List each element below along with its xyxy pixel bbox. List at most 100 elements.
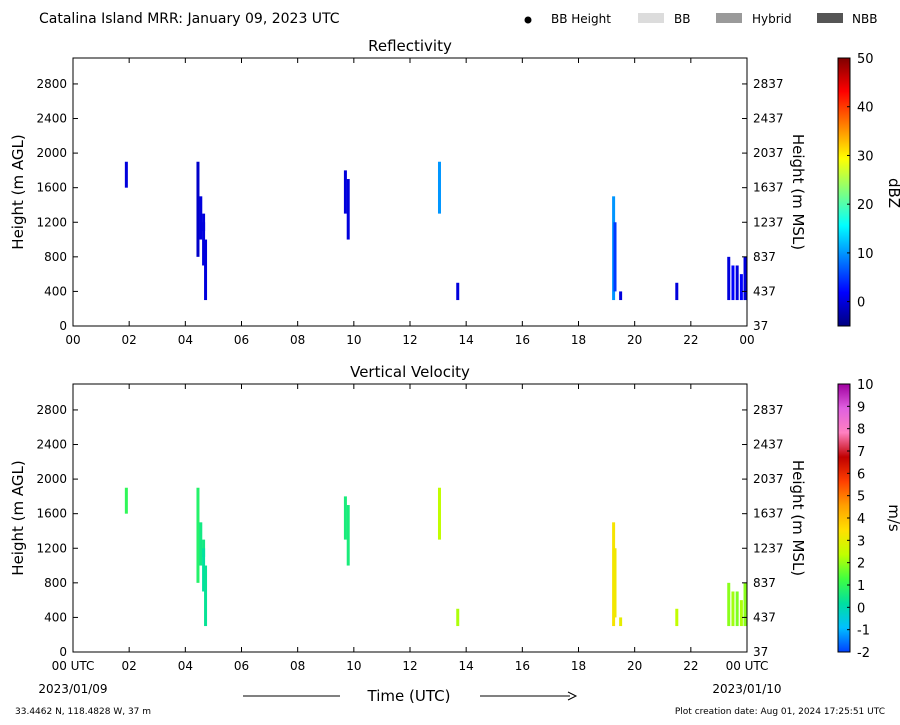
x-tick-label: 12 bbox=[402, 333, 417, 347]
x-tick-label: 22 bbox=[683, 333, 698, 347]
end-date-label: 2023/01/10 bbox=[712, 682, 781, 696]
colorbar-tick-label: 9 bbox=[857, 400, 865, 415]
x-tick-label: 12 bbox=[402, 659, 417, 673]
colorbar bbox=[837, 57, 851, 327]
colorbar-tick-label: -1 bbox=[857, 624, 870, 639]
start-date-label: 2023/01/09 bbox=[38, 682, 107, 696]
y-tick-label-left: 400 bbox=[44, 284, 67, 298]
x-tick-label: 08 bbox=[290, 333, 305, 347]
data-column-14-segment-0 bbox=[731, 591, 735, 627]
data-column-12-segment-0 bbox=[675, 608, 679, 627]
y-tick-label-right: 2437 bbox=[753, 438, 784, 452]
y-tick-label-right: 1637 bbox=[753, 507, 784, 521]
data-column-13-segment-0 bbox=[727, 256, 731, 301]
type-legend: BB Height BB Hybrid NBB bbox=[524, 12, 877, 26]
data-column-4-segment-0 bbox=[204, 239, 208, 301]
data-column-17-segment-0 bbox=[743, 582, 747, 627]
colorbar-tick-label: 40 bbox=[857, 101, 874, 116]
data-column-16-segment-0 bbox=[739, 274, 743, 301]
x-tick-label: 06 bbox=[234, 659, 249, 673]
y-tick-label-left: 1200 bbox=[36, 541, 67, 555]
data-column-10-segment-0 bbox=[613, 548, 617, 618]
legend-label: Hybrid bbox=[752, 12, 792, 26]
x-tick-label: 18 bbox=[571, 333, 586, 347]
y-axis-label-right: Height (m MSL) bbox=[789, 134, 807, 250]
colorbar-tick-label: 7 bbox=[857, 445, 865, 460]
y-tick-label-right: 2037 bbox=[753, 146, 784, 160]
time-axis-footer: 2023/01/09 2023/01/10 Time (UTC) bbox=[38, 682, 781, 705]
y-tick-label-left: 800 bbox=[44, 576, 67, 590]
x-tick-label: 10 bbox=[346, 333, 361, 347]
data-column-12-segment-0 bbox=[675, 282, 679, 301]
legend-swatch bbox=[716, 13, 742, 23]
colorbar-label: m/s bbox=[885, 504, 900, 532]
x-tick-label: 00 UTC bbox=[726, 659, 769, 673]
y-tick-label-right: 437 bbox=[753, 284, 776, 298]
creation-date-text: Plot creation date: Aug 01, 2024 17:25:5… bbox=[675, 707, 885, 717]
x-tick-label: 18 bbox=[571, 659, 586, 673]
data-column-5-segment-0 bbox=[343, 170, 347, 214]
y-tick-label-right: 837 bbox=[753, 576, 776, 590]
data-column-4-segment-0 bbox=[204, 565, 208, 627]
x-tick-label: 22 bbox=[683, 659, 698, 673]
y-tick-label-right: 1237 bbox=[753, 541, 784, 555]
time-arrow-head bbox=[567, 691, 578, 701]
colorbar-tick-label: 30 bbox=[857, 149, 874, 164]
colorbar-tick-label: 0 bbox=[857, 601, 865, 616]
y-tick-label-right: 37 bbox=[753, 645, 768, 659]
plot-area bbox=[73, 58, 747, 326]
data-column-13-segment-0 bbox=[727, 582, 731, 627]
x-tick-label: 16 bbox=[515, 659, 530, 673]
location-text: 33.4462 N, 118.4828 W, 37 m bbox=[15, 707, 151, 717]
data-column-15-segment-0 bbox=[735, 591, 739, 627]
y-tick-label-left: 2800 bbox=[36, 403, 67, 417]
y-tick-label-left: 1600 bbox=[36, 507, 67, 521]
x-tick-label: 00 bbox=[739, 333, 754, 347]
y-tick-label-right: 1237 bbox=[753, 215, 784, 229]
data-column-7-segment-0 bbox=[437, 161, 441, 214]
colorbar-tick-label: 6 bbox=[857, 467, 865, 482]
x-tick-label: 02 bbox=[122, 333, 137, 347]
data-column-8-segment-0 bbox=[456, 282, 460, 301]
legend-label: BB bbox=[674, 12, 690, 26]
legend-label: BB Height bbox=[551, 12, 611, 26]
data-column-11-segment-0 bbox=[619, 291, 623, 301]
panel-title: Vertical Velocity bbox=[350, 363, 470, 381]
y-tick-label-right: 2837 bbox=[753, 403, 784, 417]
colorbar-tick-label: 3 bbox=[857, 534, 865, 549]
y-tick-label-left: 0 bbox=[59, 645, 67, 659]
x-tick-label: 06 bbox=[234, 333, 249, 347]
y-axis-label-right: Height (m MSL) bbox=[789, 460, 807, 576]
legend-label: NBB bbox=[852, 12, 877, 26]
data-column-1-segment-0 bbox=[196, 161, 200, 257]
data-column-11-segment-0 bbox=[619, 617, 623, 627]
data-column-2-segment-0 bbox=[199, 522, 203, 566]
colorbar-tick-label: 50 bbox=[857, 52, 874, 67]
data-column-3-segment-0 bbox=[202, 213, 206, 231]
plot-area bbox=[73, 384, 747, 652]
data-column-3-segment-1 bbox=[202, 222, 206, 266]
x-axis-label: Time (UTC) bbox=[367, 687, 451, 705]
legend-swatch bbox=[817, 13, 843, 23]
x-tick-label: 04 bbox=[178, 333, 193, 347]
data-column-2-segment-0 bbox=[199, 196, 203, 240]
data-column-6-segment-0 bbox=[346, 179, 350, 240]
y-axis-label-left: Height (m AGL) bbox=[9, 134, 27, 249]
data-column-17-segment-0 bbox=[743, 256, 747, 301]
data-column-6-segment-0 bbox=[346, 505, 350, 566]
data-column-0-segment-0 bbox=[124, 161, 128, 188]
colorbar-label: dBZ bbox=[885, 178, 900, 208]
x-tick-label: 10 bbox=[346, 659, 361, 673]
y-tick-label-right: 837 bbox=[753, 250, 776, 264]
y-tick-label-left: 400 bbox=[44, 610, 67, 624]
x-tick-label: 04 bbox=[178, 659, 193, 673]
x-tick-label: 00 UTC bbox=[52, 659, 95, 673]
data-column-3-segment-1 bbox=[202, 548, 206, 592]
legend-dot-marker bbox=[524, 16, 532, 24]
y-axis-label-left: Height (m AGL) bbox=[9, 460, 27, 575]
y-tick-label-left: 800 bbox=[44, 250, 67, 264]
x-tick-label: 00 bbox=[65, 333, 80, 347]
